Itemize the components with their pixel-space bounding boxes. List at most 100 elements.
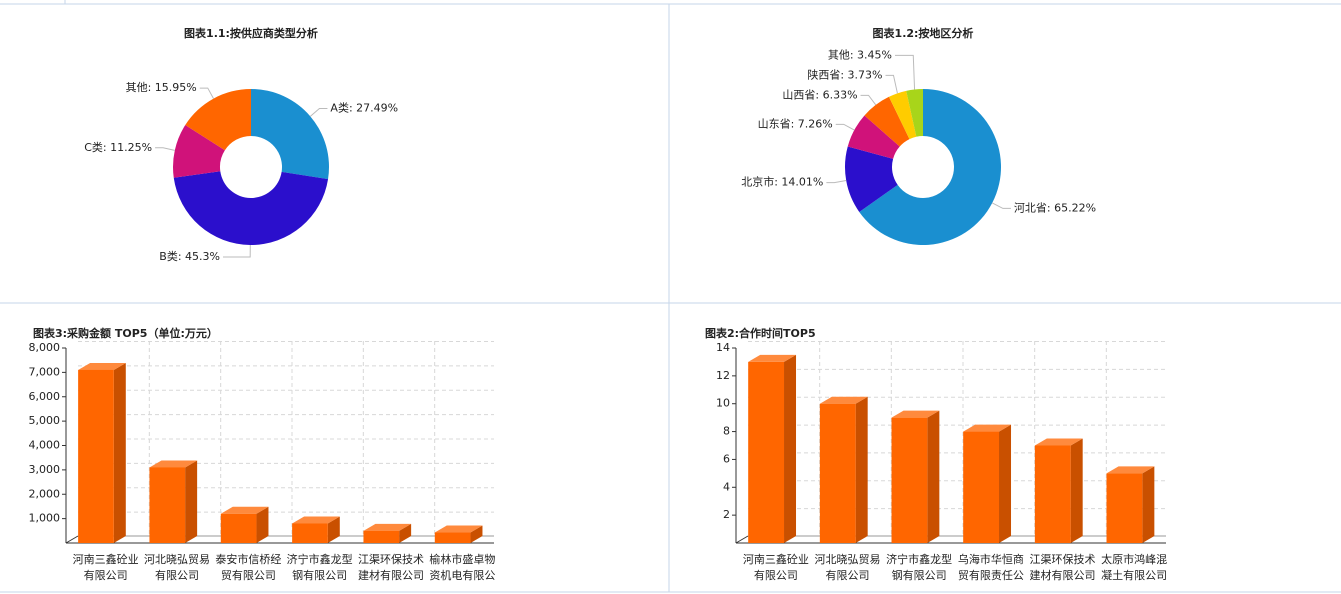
data-label: 山东省: 7.26% — [758, 117, 833, 130]
leader-line — [309, 108, 328, 117]
data-label: B类: 45.3% — [159, 249, 220, 263]
bar-top — [1034, 438, 1083, 446]
bar-side — [185, 460, 198, 543]
bar-top — [78, 362, 126, 370]
pie-slice — [845, 146, 898, 212]
bar-top — [434, 525, 483, 533]
chart-title: 图表1.2:按地区分析 — [873, 26, 974, 40]
bar — [1034, 445, 1071, 543]
y-tick-label: 8,000 — [29, 341, 61, 354]
bar-side — [327, 516, 340, 543]
value-label: : 14.01% — [774, 176, 823, 189]
category-label: 山西省 — [782, 88, 815, 101]
bar — [1106, 473, 1143, 543]
y-tick-label: 1,000 — [29, 512, 61, 525]
x-tick-label: 泰安市信桥经贸有限公司 — [215, 552, 281, 582]
bar-top — [149, 460, 198, 468]
chart-title: 图表1.1:按供应商类型分析 — [184, 26, 318, 40]
value-label: : 11.25% — [103, 141, 152, 154]
leader-line — [199, 87, 214, 99]
value-label: : 7.26% — [791, 117, 833, 130]
x-tick-label: 河南三鑫砼业有限公司 — [73, 552, 139, 582]
pie-slice — [173, 125, 225, 178]
bar-side — [1070, 438, 1083, 543]
pie-slice — [906, 89, 923, 137]
leader-line — [860, 94, 877, 106]
bar-top — [963, 424, 1012, 432]
bar — [78, 369, 114, 543]
bar-side — [256, 506, 269, 543]
bar — [963, 431, 1000, 543]
x-tick-label: 济宁市鑫龙型钢有限公司 — [886, 552, 952, 582]
bar-side — [113, 362, 126, 543]
category-label: 河北省 — [1014, 201, 1047, 214]
leader-line — [826, 180, 847, 184]
y-tick-label: 6,000 — [29, 390, 61, 403]
y-tick-label: 5,000 — [29, 414, 61, 427]
data-label: 其他: 3.45% — [828, 48, 892, 61]
x-tick-label: 太原市鸿峰混凝土有限公司 — [1101, 552, 1167, 582]
bar — [819, 403, 856, 543]
y-tick-label: 3,000 — [29, 463, 61, 476]
category-label: A类 — [330, 101, 349, 115]
axis — [65, 535, 79, 544]
category-label: 北京市 — [741, 175, 774, 189]
bar-side — [855, 396, 868, 543]
bar-top — [220, 506, 269, 514]
leader-line — [992, 202, 1011, 209]
bar-side — [1142, 466, 1155, 543]
leader-line — [895, 54, 916, 90]
axis — [735, 535, 749, 544]
x-tick-label: 河北晓弘贸易有限公司 — [815, 553, 881, 582]
bar — [434, 532, 471, 543]
value-label: : 65.22% — [1047, 201, 1096, 214]
y-tick-label: 2 — [723, 508, 730, 521]
data-label: 陕西省: 3.73% — [807, 67, 882, 81]
bar-top — [292, 516, 340, 524]
chart-title: 图表2:合作时间TOP5 — [705, 326, 816, 340]
bar — [748, 361, 785, 543]
bar-top — [748, 354, 797, 362]
value-label: : 27.49% — [349, 102, 398, 115]
bar-side — [999, 424, 1012, 543]
pie-slice — [251, 89, 329, 180]
bar — [363, 530, 400, 543]
bar-top — [363, 523, 412, 531]
bar-top — [819, 396, 868, 404]
category-label: C类 — [84, 140, 103, 154]
category-label: B类 — [159, 249, 178, 263]
x-tick-label: 河北晓弘贸易有限公司 — [144, 553, 210, 582]
pie-slice — [173, 171, 329, 245]
x-tick-label: 乌海市华恒商贸有限责任公 — [958, 552, 1024, 582]
x-tick-label: 江渠环保技术建材有限公司 — [1030, 552, 1096, 582]
y-tick-label: 8 — [723, 425, 730, 438]
y-tick-label: 7,000 — [29, 365, 61, 378]
bar — [891, 417, 928, 543]
x-tick-label: 河南三鑫砼业有限公司 — [743, 552, 809, 582]
pie-slice — [888, 90, 917, 140]
bar-top — [1106, 466, 1155, 474]
x-tick-label: 榆林市盛卓物资机电有限公 — [429, 552, 495, 582]
bar-side — [927, 410, 940, 543]
data-label: 北京市: 14.01% — [741, 175, 823, 189]
pie-slice — [185, 89, 251, 151]
category-label: 山东省 — [758, 117, 791, 130]
value-label: : 6.33% — [815, 88, 857, 101]
data-label: 山西省: 6.33% — [782, 88, 857, 101]
bar — [292, 523, 328, 543]
leader-line — [835, 123, 855, 131]
pie-slice — [859, 89, 1001, 245]
y-tick-label: 2,000 — [29, 487, 61, 500]
y-tick-label: 6 — [723, 452, 730, 465]
chart-title: 图表3:采购金额 TOP5（单位:万元） — [33, 326, 218, 340]
data-label: A类: 27.49% — [330, 101, 398, 115]
leader-line — [155, 147, 175, 151]
y-tick-label: 4 — [723, 480, 730, 493]
pie-slice — [847, 115, 900, 159]
data-label: 河北省: 65.22% — [1014, 201, 1096, 214]
bar-top — [891, 410, 940, 418]
bar — [149, 467, 186, 543]
leader-line — [885, 74, 898, 94]
y-tick-label: 10 — [716, 397, 730, 410]
